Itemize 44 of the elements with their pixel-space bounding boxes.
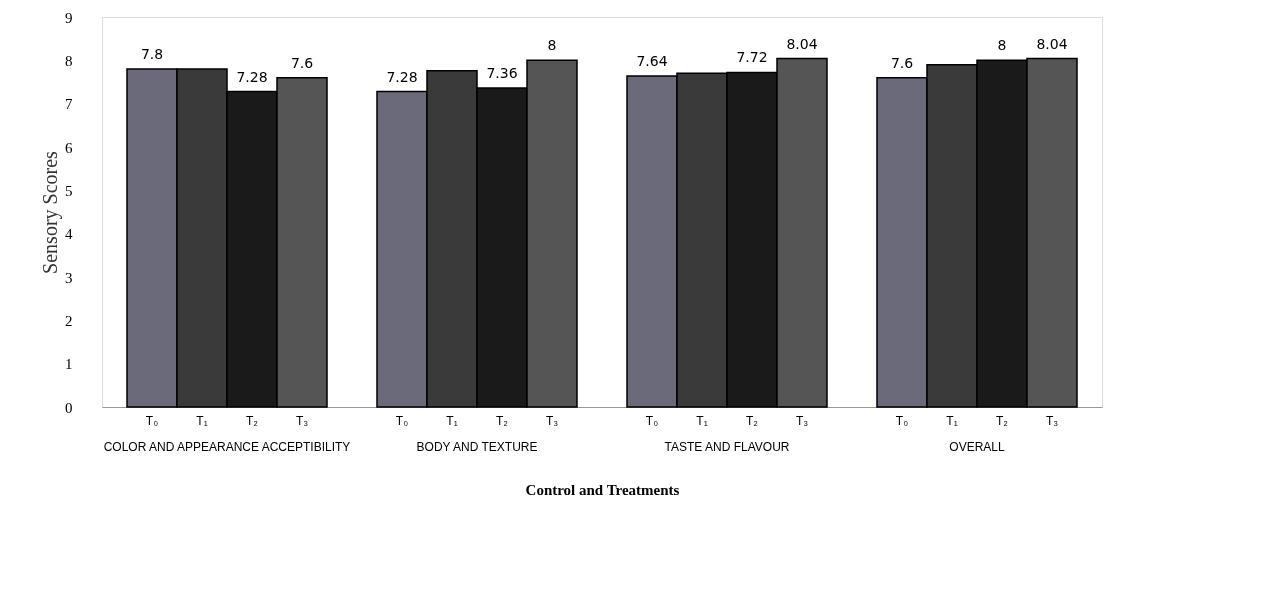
series-label: T₀ [145, 414, 159, 428]
text: T₂ [746, 414, 758, 428]
x-tick-label: TASTE AND FLAVOUR [664, 439, 790, 454]
text: T₁ [946, 414, 958, 428]
data-label: 7.28 [236, 68, 268, 85]
y-tick-label: 3 [65, 269, 73, 286]
x-tick-label: OVERALL [949, 439, 1006, 454]
data-label: 8.04 [786, 35, 818, 52]
data-label: 8.04 [1036, 35, 1068, 52]
series-label: T₁ [196, 414, 208, 428]
data-label: 8 [997, 37, 1007, 54]
y-axis-title: Sensory Scores [39, 150, 62, 274]
x-tick-label: COLOR AND APPEARANCE ACCEPTIBILITY [103, 439, 351, 454]
text: T₀ [395, 414, 409, 428]
y-tick-label: 6 [65, 139, 73, 156]
text: T₀ [645, 414, 659, 428]
data-label: 7.64 [636, 52, 668, 69]
y-tick-label: 2 [65, 312, 73, 329]
text: T₃ [1045, 414, 1059, 428]
data-label: 7.6 [890, 54, 914, 71]
data-label: 7.72 [736, 49, 768, 66]
series-label: T₂ [246, 414, 259, 428]
data-label: 7.6 [290, 54, 314, 71]
x-axis-title: Control and Treatments [525, 481, 680, 498]
y-tick-label: 7 [65, 96, 73, 113]
y-tick-label: 1 [65, 356, 73, 373]
text: T₃ [795, 414, 809, 428]
y-tick-label: 5 [65, 182, 73, 199]
series-label: T₃ [295, 414, 309, 428]
y-tick-label: 8 [65, 52, 73, 69]
y-tick-label: 9 [65, 9, 73, 26]
y-tick-label: 4 [65, 226, 73, 243]
text: T₃ [545, 414, 559, 428]
data-label: 7.8 [140, 46, 164, 62]
text: T₁ [696, 414, 708, 428]
text: T₀ [895, 414, 909, 428]
x-tick-label: BODY AND TEXTURE [416, 439, 538, 454]
data-label: 7.36 [486, 65, 518, 82]
data-label: 8 [547, 37, 557, 54]
y-tick-label: 0 [65, 399, 73, 416]
text: T₂ [996, 414, 1008, 428]
text: T₁ [446, 414, 458, 428]
text: T₂ [496, 414, 508, 428]
data-label: 7.28 [386, 68, 418, 85]
